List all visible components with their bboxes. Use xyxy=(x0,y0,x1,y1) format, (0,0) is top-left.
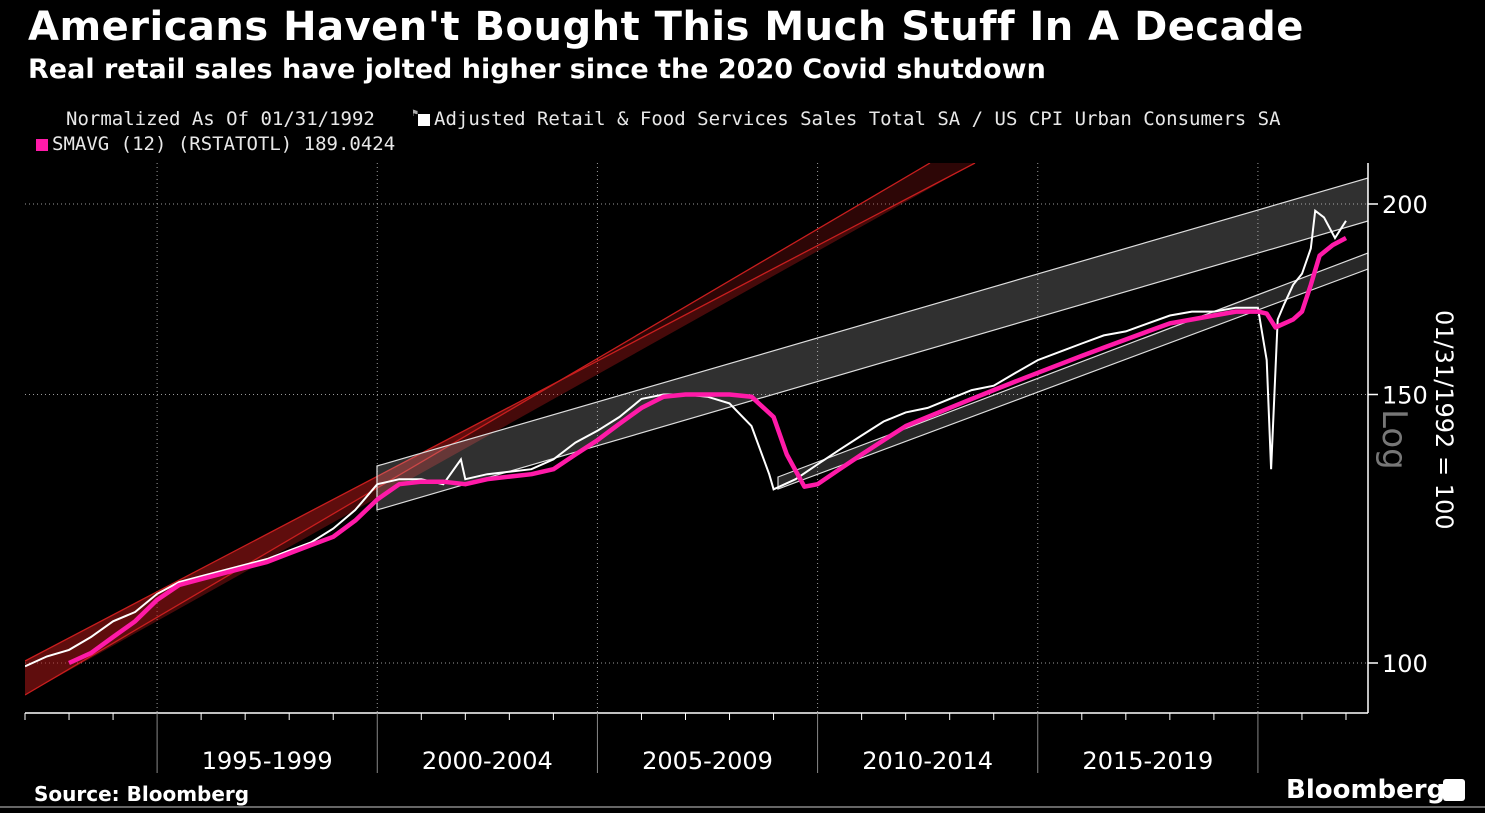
legend-label-series1: Adjusted Retail & Food Services Sales To… xyxy=(434,108,1281,130)
source-note: Source: Bloomberg xyxy=(34,782,250,806)
x-period-label-3: 2010-2014 xyxy=(862,747,993,775)
y-axis-scale: Log xyxy=(1375,409,1414,470)
y-axis-label: 01/31/1992 = 100 xyxy=(1430,310,1458,530)
channel-gray-1 xyxy=(376,177,1368,511)
legend-entry-series2: SMAVG (12) (RSTATOTL) 189.0424 xyxy=(36,133,395,155)
x-period-label-2: 2005-2009 xyxy=(642,747,773,775)
bloomberg-logo: Bloomberg xyxy=(1286,775,1446,805)
trend-channels xyxy=(25,163,1368,696)
legend-swatch-pink xyxy=(36,138,48,151)
series-smavg-line xyxy=(68,236,1348,666)
chart-subtitle: Real retail sales have jolted higher sin… xyxy=(28,54,1046,85)
channel-red-lower xyxy=(25,163,931,696)
y-axis-title: 01/31/1992 = 100 xyxy=(1430,310,1458,530)
legend-swatch-white xyxy=(418,113,431,126)
legend-entry-series1: ⚑ Adjusted Retail & Food Services Sales T… xyxy=(412,108,1281,130)
channel-gray-2 xyxy=(777,252,1368,490)
y-tick-label-100: 100 xyxy=(1382,650,1428,678)
y-axis-scale-label: Log xyxy=(1375,409,1414,470)
bloomberg-terminal-icon xyxy=(1443,779,1465,801)
x-period-label-4: 2015-2019 xyxy=(1082,747,1213,775)
legend-normalized: Normalized As Of 01/31/1992 xyxy=(66,108,375,130)
y-tick-label-150: 150 xyxy=(1382,382,1428,410)
x-period-label-0: 1995-1999 xyxy=(202,747,333,775)
channel-red-fill xyxy=(25,163,975,695)
series-retail-sales-line xyxy=(25,208,1347,668)
x-ticks: 1995-1999 2000-2004 2005-2009 2010-2014 2015… xyxy=(24,713,1347,775)
chart-title: Americans Haven't Bought This Much Stuff… xyxy=(28,4,1304,50)
y-ticks: 100 150 200 xyxy=(1368,191,1428,678)
legend-label-series2: SMAVG (12) (RSTATOTL) 189.0424 xyxy=(52,133,396,155)
channel-red-upper xyxy=(25,163,976,662)
y-tick-label-200: 200 xyxy=(1382,191,1428,219)
x-period-label-1: 2000-2004 xyxy=(422,747,553,775)
legend-flag-icon: ⚑ xyxy=(412,108,419,119)
